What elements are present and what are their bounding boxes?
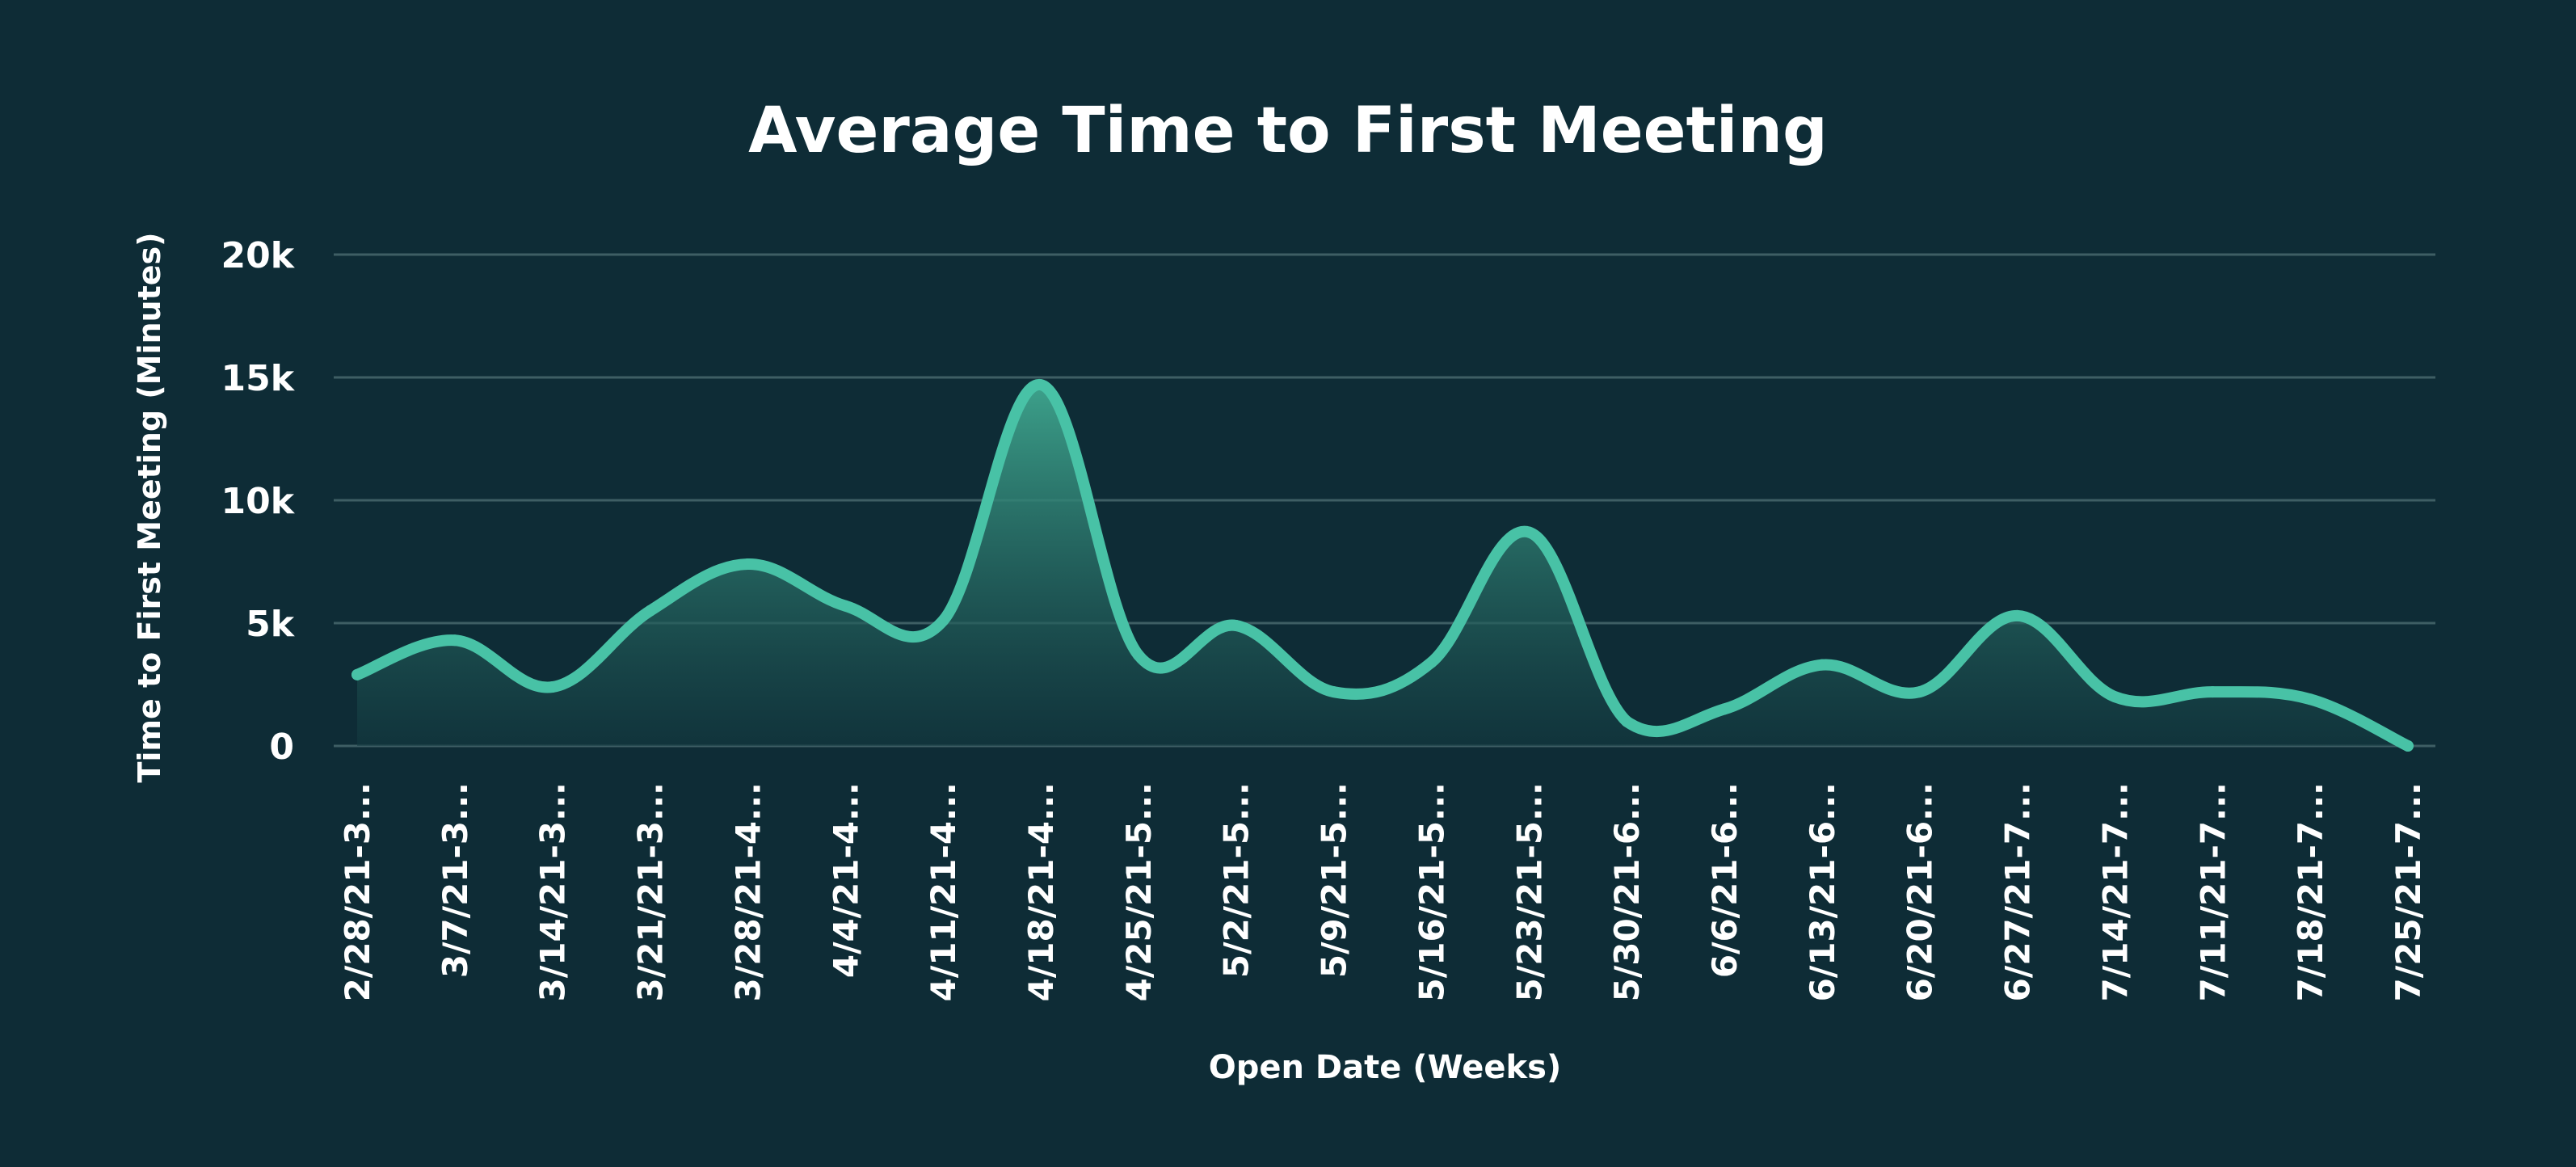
x-tick-label: 4/11/21-4... bbox=[924, 782, 963, 1001]
y-axis-label: Time to First Meeting (Minutes) bbox=[132, 232, 167, 782]
data-point bbox=[546, 681, 558, 693]
data-point bbox=[351, 668, 363, 680]
x-tick-label: 4/4/21-4... bbox=[826, 782, 865, 978]
data-point bbox=[1035, 379, 1046, 391]
data-point bbox=[1523, 526, 1535, 538]
series-area-fill bbox=[357, 384, 2408, 746]
y-tick-label: 15k bbox=[221, 358, 296, 399]
x-tick-label: 6/20/21-6... bbox=[1900, 782, 1940, 1001]
data-point bbox=[1328, 686, 1340, 698]
x-tick-label: 3/14/21-3... bbox=[533, 782, 573, 1001]
data-point bbox=[644, 605, 656, 617]
x-tick-label: 3/28/21-4... bbox=[728, 782, 768, 1001]
x-tick-label: 3/7/21-3... bbox=[436, 782, 475, 978]
x-axis-ticks: 2/28/21-3... 3/7/21-3... 3/14/21-3... 3/21/… bbox=[338, 782, 2428, 1001]
x-tick-label: 5/9/21-5... bbox=[1315, 782, 1354, 978]
data-point bbox=[1230, 620, 1242, 632]
x-tick-label: 7/14/21-7... bbox=[2095, 782, 2135, 1001]
x-tick-label: 4/18/21-4... bbox=[1021, 782, 1061, 1001]
y-axis-ticks: 0 5k 10k 15k 20k bbox=[221, 235, 296, 768]
x-tick-label: 6/27/21-7... bbox=[1998, 782, 2038, 1001]
data-point bbox=[742, 558, 754, 571]
x-tick-label: 5/2/21-5... bbox=[1217, 782, 1256, 978]
data-point bbox=[2402, 740, 2414, 752]
y-tick-label: 0 bbox=[269, 727, 294, 768]
data-point bbox=[2011, 609, 2023, 621]
x-tick-label: 5/23/21-5... bbox=[1509, 782, 1549, 1001]
y-tick-label: 20k bbox=[221, 235, 296, 276]
series-area bbox=[351, 379, 2414, 752]
data-point bbox=[1425, 656, 1437, 668]
data-point bbox=[448, 634, 461, 647]
data-point bbox=[937, 614, 949, 626]
data-point bbox=[2305, 693, 2317, 706]
data-point bbox=[1816, 659, 1828, 671]
x-tick-label: 7/18/21-7... bbox=[2291, 782, 2330, 1001]
x-tick-label: 2/28/21-3... bbox=[338, 782, 377, 1001]
data-point bbox=[1621, 715, 1633, 727]
x-axis-label: Open Date (Weeks) bbox=[1209, 1049, 1561, 1086]
x-tick-label: 7/25/21-7... bbox=[2389, 782, 2428, 1001]
data-point bbox=[2109, 691, 2121, 703]
x-tick-label: 6/6/21-6... bbox=[1705, 782, 1745, 978]
data-point bbox=[1132, 649, 1144, 661]
series-line bbox=[351, 379, 2414, 752]
chart-title: Average Time to First Meeting bbox=[748, 95, 1828, 167]
data-point bbox=[2207, 686, 2219, 698]
x-tick-label: 5/30/21-6... bbox=[1607, 782, 1647, 1001]
data-point bbox=[840, 600, 852, 612]
x-tick-label: 3/21/21-3... bbox=[631, 782, 671, 1001]
x-tick-label: 7/11/21-7... bbox=[2193, 782, 2233, 1001]
x-tick-label: 4/25/21-5... bbox=[1119, 782, 1159, 1001]
x-tick-label: 6/13/21-6... bbox=[1803, 782, 1842, 1001]
y-tick-label: 10k bbox=[221, 481, 296, 522]
data-point bbox=[1913, 686, 1926, 698]
x-tick-label: 5/16/21-5... bbox=[1412, 782, 1451, 1001]
y-tick-label: 5k bbox=[246, 604, 296, 645]
data-point bbox=[1719, 703, 1730, 715]
